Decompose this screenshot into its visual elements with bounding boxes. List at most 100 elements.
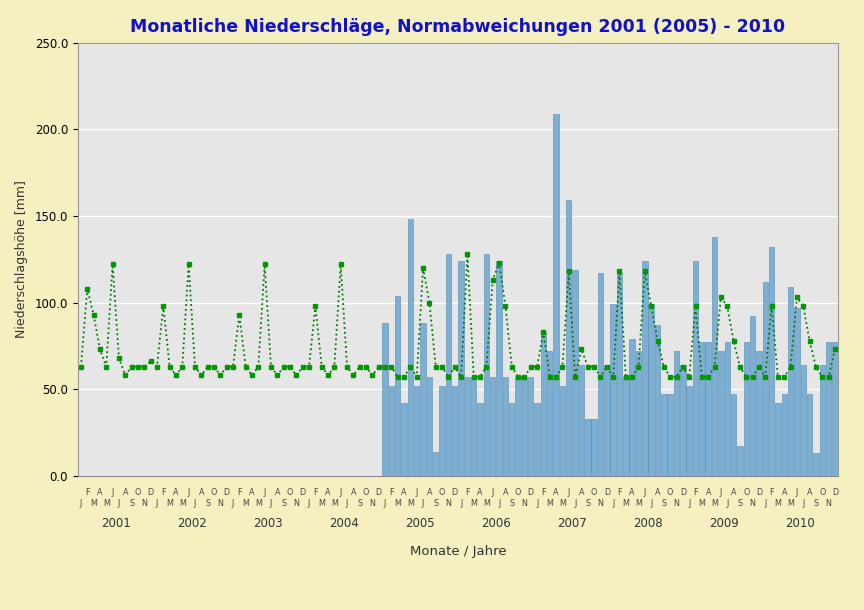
Bar: [623, 377, 628, 476]
Text: 2009: 2009: [709, 517, 739, 531]
Text: A: A: [275, 488, 280, 497]
Text: F: F: [85, 488, 90, 497]
Text: A: A: [173, 488, 179, 497]
Text: M: M: [483, 500, 490, 508]
Bar: [794, 308, 799, 476]
Bar: [769, 247, 774, 476]
Bar: [820, 365, 825, 476]
Text: A: A: [325, 488, 331, 497]
Text: D: D: [756, 488, 762, 497]
Text: J: J: [650, 500, 652, 508]
Bar: [674, 351, 679, 476]
Text: S: S: [737, 500, 742, 508]
Text: J: J: [384, 500, 386, 508]
Text: J: J: [492, 488, 494, 497]
Text: N: N: [674, 500, 679, 508]
Text: A: A: [477, 488, 483, 497]
Text: J: J: [720, 488, 722, 497]
Bar: [617, 273, 622, 476]
Bar: [547, 351, 552, 476]
Bar: [440, 386, 445, 476]
Text: N: N: [294, 500, 299, 508]
Text: J: J: [118, 500, 120, 508]
Text: O: O: [819, 488, 825, 497]
Text: O: O: [211, 488, 217, 497]
Text: O: O: [363, 488, 369, 497]
Bar: [699, 342, 704, 476]
Text: D: D: [832, 488, 838, 497]
Bar: [807, 395, 812, 476]
Text: O: O: [591, 488, 597, 497]
Bar: [528, 377, 533, 476]
Text: J: J: [156, 500, 158, 508]
Text: 2010: 2010: [785, 517, 815, 531]
Bar: [541, 332, 546, 476]
Text: J: J: [460, 500, 462, 508]
Text: J: J: [264, 488, 266, 497]
Bar: [839, 317, 844, 476]
Text: M: M: [318, 500, 325, 508]
Text: O: O: [515, 488, 521, 497]
Text: 2008: 2008: [633, 517, 663, 531]
Bar: [522, 377, 527, 476]
Text: O: O: [135, 488, 141, 497]
Text: A: A: [807, 488, 812, 497]
Text: F: F: [313, 488, 318, 497]
Text: A: A: [705, 488, 711, 497]
Text: J: J: [574, 500, 576, 508]
Bar: [421, 323, 426, 476]
Bar: [718, 351, 723, 476]
Bar: [427, 377, 432, 476]
Bar: [832, 342, 837, 476]
Bar: [801, 365, 806, 476]
Bar: [592, 418, 597, 476]
Text: M: M: [255, 500, 262, 508]
Bar: [642, 261, 647, 476]
Bar: [459, 261, 464, 476]
Text: N: N: [370, 500, 375, 508]
Text: A: A: [123, 488, 128, 497]
Text: N: N: [750, 500, 755, 508]
Text: J: J: [416, 488, 418, 497]
Text: N: N: [598, 500, 603, 508]
Text: S: S: [205, 500, 210, 508]
Text: M: M: [166, 500, 173, 508]
Text: J: J: [422, 500, 424, 508]
Bar: [813, 453, 818, 476]
Text: J: J: [308, 500, 310, 508]
Bar: [503, 377, 508, 476]
Bar: [383, 323, 388, 476]
Text: M: M: [635, 500, 642, 508]
Text: M: M: [103, 500, 110, 508]
Text: A: A: [401, 488, 407, 497]
Text: F: F: [389, 488, 394, 497]
Text: N: N: [826, 500, 831, 508]
Text: S: S: [357, 500, 362, 508]
Text: M: M: [242, 500, 249, 508]
Bar: [408, 220, 413, 476]
Text: J: J: [796, 488, 798, 497]
Text: S: S: [661, 500, 666, 508]
Bar: [566, 200, 571, 476]
Text: J: J: [187, 488, 190, 497]
Bar: [636, 351, 641, 476]
Text: D: D: [376, 488, 382, 497]
Text: D: D: [224, 488, 230, 497]
Text: S: S: [281, 500, 286, 508]
Text: M: M: [394, 500, 401, 508]
Text: J: J: [340, 488, 342, 497]
Bar: [535, 403, 540, 476]
Text: M: M: [698, 500, 705, 508]
Text: 2003: 2003: [253, 517, 283, 531]
Text: S: S: [509, 500, 514, 508]
Text: N: N: [522, 500, 527, 508]
Text: O: O: [743, 488, 749, 497]
Text: F: F: [693, 488, 698, 497]
Text: A: A: [553, 488, 559, 497]
Text: J: J: [644, 488, 646, 497]
Bar: [604, 365, 609, 476]
Text: 2001: 2001: [101, 517, 130, 531]
Bar: [554, 113, 559, 476]
Text: J: J: [270, 500, 272, 508]
Text: O: O: [667, 488, 673, 497]
